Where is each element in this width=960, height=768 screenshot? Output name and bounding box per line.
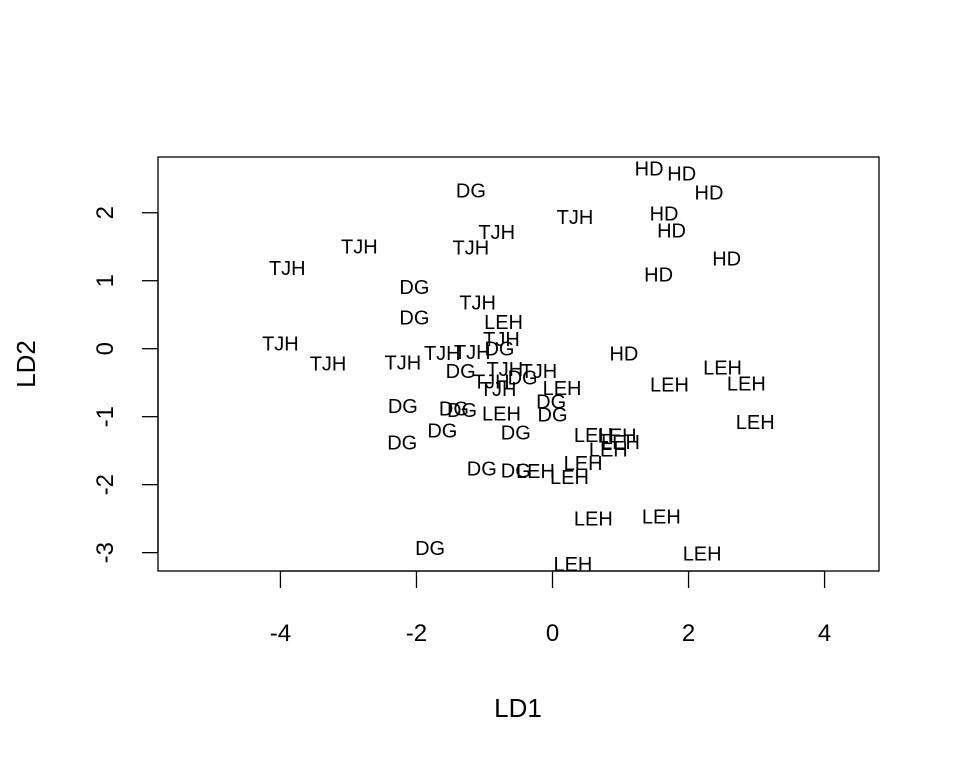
point-label-tjh: TJH bbox=[521, 361, 558, 383]
point-label-tjh: TJH bbox=[480, 379, 517, 401]
y-tick-label: 2 bbox=[92, 206, 119, 219]
point-label-leh: LEH bbox=[601, 432, 640, 454]
point-label-hd: HD bbox=[650, 203, 679, 225]
point-label-tjh: TJH bbox=[424, 343, 461, 365]
x-axis: -4 -2 0 2 4 bbox=[270, 570, 831, 647]
point-label-dg: DG bbox=[388, 396, 418, 418]
y-tick-label: -1 bbox=[92, 406, 119, 427]
point-label-leh: LEH bbox=[550, 467, 589, 489]
point-label-hd: HD bbox=[609, 343, 638, 365]
point-label-dg: DG bbox=[467, 458, 497, 480]
y-tick-label: 1 bbox=[92, 274, 119, 287]
point-label-leh: LEH bbox=[683, 543, 722, 565]
point-label-dg: DG bbox=[439, 399, 469, 421]
y-tick-label: 0 bbox=[92, 342, 119, 355]
point-label-dg: DG bbox=[446, 361, 476, 383]
point-label-dg: DG bbox=[501, 422, 531, 444]
point-label-tjh: TJH bbox=[310, 354, 347, 376]
point-label-dg: DG bbox=[536, 392, 566, 414]
point-label-tjh: TJH bbox=[385, 352, 422, 374]
point-label-dg: DG bbox=[456, 180, 486, 202]
point-label-tjh: TJH bbox=[454, 342, 491, 364]
point-label-dg: DG bbox=[484, 339, 514, 361]
point-label-dg: DG bbox=[508, 367, 538, 389]
point-label-tjh: TJH bbox=[473, 371, 510, 393]
point-label-tjh: TJH bbox=[483, 329, 520, 351]
y-axis-title: LD2 bbox=[11, 340, 41, 388]
point-label-tjh: TJH bbox=[459, 292, 496, 314]
point-label-dg: DG bbox=[399, 277, 429, 299]
point-label-hd: HD bbox=[667, 163, 696, 185]
y-axis: -3 -2 -1 0 1 2 bbox=[92, 206, 159, 563]
point-label-tjh: TJH bbox=[453, 237, 490, 259]
point-label-leh: LEH bbox=[650, 375, 689, 397]
point-label-leh: LEH bbox=[484, 312, 523, 334]
point-label-hd: HD bbox=[657, 220, 686, 242]
point-label-leh: LEH bbox=[553, 554, 592, 576]
x-tick-label: 4 bbox=[818, 620, 831, 647]
point-label-leh: LEH bbox=[543, 378, 582, 400]
point-label-leh: LEH bbox=[574, 509, 613, 531]
point-label-hd: HD bbox=[695, 182, 724, 204]
point-label-leh: LEH bbox=[564, 453, 603, 475]
point-label-hd: HD bbox=[635, 159, 664, 181]
point-label-tjh: TJH bbox=[341, 237, 378, 259]
point-label-dg: DG bbox=[415, 538, 445, 560]
x-tick-label: 0 bbox=[546, 620, 559, 647]
y-tick-label: -3 bbox=[92, 542, 119, 563]
point-label-hd: HD bbox=[712, 248, 741, 270]
point-label-leh: LEH bbox=[516, 461, 555, 483]
point-label-dg: DG bbox=[538, 405, 568, 427]
x-tick-label: -4 bbox=[270, 620, 291, 647]
point-label-leh: LEH bbox=[736, 412, 775, 434]
point-label-tjh: TJH bbox=[487, 359, 524, 381]
point-label-leh: LEH bbox=[727, 373, 766, 395]
point-label-leh: LEH bbox=[703, 358, 742, 380]
y-tick-label: -2 bbox=[92, 474, 119, 495]
point-label-tjh: TJH bbox=[557, 207, 594, 229]
point-label-leh: LEH bbox=[574, 425, 613, 447]
point-label-dg: DG bbox=[387, 433, 417, 455]
x-tick-label: 2 bbox=[682, 620, 695, 647]
point-label-leh: LEH bbox=[598, 426, 637, 448]
point-label-hd: HD bbox=[644, 265, 673, 287]
point-label-leh: LEH bbox=[589, 439, 628, 461]
point-label-leh: LEH bbox=[642, 507, 681, 529]
point-label-dg: DG bbox=[501, 460, 531, 482]
x-axis-title: LD1 bbox=[494, 693, 542, 723]
x-tick-label: -2 bbox=[406, 620, 427, 647]
point-label-tjh: TJH bbox=[262, 333, 299, 355]
point-label-dg: DG bbox=[399, 307, 429, 329]
point-label-tjh: TJH bbox=[478, 222, 515, 244]
point-label-dg: DG bbox=[427, 420, 457, 442]
point-label-dg: DG bbox=[447, 400, 477, 422]
point-label-leh: LEH bbox=[482, 403, 521, 425]
point-label-tjh: TJH bbox=[269, 258, 306, 280]
